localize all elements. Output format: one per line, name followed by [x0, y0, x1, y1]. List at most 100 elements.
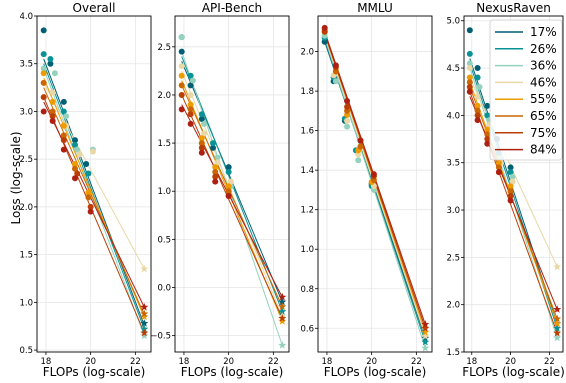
- fit-line-36: [181, 51, 283, 346]
- y-tick-label: 2.0: [300, 48, 314, 58]
- star-point-84: [140, 302, 149, 311]
- star-point-84: [553, 305, 562, 313]
- y-tick-label: 1.5: [157, 139, 171, 149]
- y-tick-label: 1.0: [19, 298, 33, 308]
- data-point-17: [60, 98, 67, 105]
- data-point-75: [466, 83, 473, 90]
- legend-label: 84%: [530, 143, 557, 157]
- data-point-46: [344, 117, 351, 124]
- data-point-75: [74, 170, 81, 177]
- y-tick-label: 2.0: [446, 301, 460, 311]
- data-point-46: [474, 93, 481, 100]
- data-point-26: [210, 140, 216, 147]
- y-tick-label: 0.8: [300, 285, 314, 295]
- data-point-46: [227, 178, 234, 185]
- panel-title: MMLU: [357, 1, 393, 15]
- legend-item-75: 75%: [495, 126, 557, 140]
- data-point-17: [47, 60, 54, 67]
- star-point-36: [140, 331, 149, 340]
- data-point-36: [509, 173, 516, 180]
- star-point-36: [553, 333, 562, 342]
- data-point-75: [212, 173, 219, 180]
- data-point-17: [40, 27, 47, 34]
- x-tick-label: 20: [366, 357, 377, 367]
- panel-overall: 18 20 22 0.5 1.0 1.5 2.0 2.5 3.0 3.5 4.0 Overall FLO…: [19, 1, 152, 379]
- star-point-36: [421, 343, 430, 352]
- data-point-17: [178, 48, 185, 55]
- data-point-55: [72, 160, 78, 167]
- x-tick-label: 22: [544, 357, 555, 367]
- y-tick-label: 4.0: [446, 111, 460, 121]
- panel-title: NexusRaven: [476, 1, 551, 15]
- data-point-84: [225, 193, 232, 200]
- data-point-55: [198, 135, 205, 142]
- data-point-84: [370, 171, 377, 178]
- data-point-36: [344, 123, 351, 130]
- data-point-75: [484, 136, 491, 143]
- data-point-84: [495, 169, 502, 176]
- x-tick-label: 22: [268, 357, 279, 367]
- data-point-84: [357, 137, 364, 144]
- star-point-65: [140, 309, 149, 318]
- data-point-55: [85, 189, 92, 196]
- data-point-46: [49, 89, 56, 96]
- data-point-46: [89, 148, 96, 155]
- y-tick-label: 1.0: [157, 187, 171, 197]
- data-point-75: [40, 94, 47, 101]
- legend-item-17: 17%: [495, 25, 557, 39]
- fit-line-46: [43, 82, 145, 270]
- x-tick-label: 20: [223, 357, 234, 367]
- legend-item-65: 65%: [495, 109, 557, 123]
- data-point-36: [51, 70, 58, 77]
- star-point-55: [278, 316, 287, 325]
- data-point-46: [509, 178, 516, 185]
- fit-line-46: [181, 70, 283, 317]
- y-tick-label: 3.5: [446, 159, 460, 169]
- data-point-65: [198, 140, 205, 147]
- data-point-17: [225, 164, 232, 171]
- plot-frame: [317, 15, 433, 353]
- data-point-26: [72, 141, 78, 148]
- data-point-75: [60, 137, 67, 144]
- data-point-55: [49, 98, 56, 105]
- data-point-65: [507, 188, 514, 195]
- data-point-65: [495, 164, 502, 171]
- data-point-84: [187, 120, 194, 127]
- legend-box: [489, 19, 563, 161]
- data-point-75: [198, 144, 205, 151]
- data-point-26: [40, 51, 47, 58]
- y-tick-label: 3.0: [446, 206, 460, 216]
- panel-mmlu: 18 20 22 0.6 0.8 1.0 1.2 1.4 1.6 1.8 2.0 MMLU FLOPs …: [300, 1, 433, 379]
- data-point-36: [355, 157, 362, 164]
- data-point-26: [60, 108, 67, 115]
- fit-line-17: [43, 58, 145, 326]
- data-point-46: [178, 63, 185, 70]
- data-point-46: [214, 159, 221, 166]
- x-tick-label: 18: [41, 357, 52, 367]
- data-point-55: [507, 183, 514, 190]
- data-point-65: [474, 107, 481, 114]
- data-point-84: [40, 108, 47, 115]
- data-point-17: [83, 160, 90, 167]
- star-point-36: [278, 341, 287, 349]
- star-point-26: [278, 307, 287, 315]
- y-tick-label: −0.5: [150, 332, 171, 342]
- y-tick-label: 2.5: [19, 155, 33, 165]
- data-point-26: [484, 112, 491, 119]
- star-point-75: [140, 328, 149, 337]
- data-point-65: [225, 188, 232, 195]
- data-point-65: [178, 82, 185, 89]
- y-tick-label: 0.5: [19, 346, 33, 356]
- x-tick-label: 20: [505, 357, 516, 367]
- x-axis-label: FLOPs (log-scale): [324, 365, 427, 379]
- data-point-84: [507, 197, 514, 204]
- panel-api-bench: 18 20 22 −0.5 0.0 0.5 1.0 1.5 2.0 2.5 API-Bench FLO…: [150, 1, 290, 379]
- panel-title: Overall: [73, 1, 116, 15]
- data-point-65: [357, 143, 364, 150]
- legend-item-36: 36%: [495, 59, 557, 73]
- data-point-75: [474, 112, 481, 119]
- y-tick-label: 1.5: [19, 251, 33, 261]
- star-point-75: [421, 324, 430, 332]
- data-point-17: [198, 116, 205, 123]
